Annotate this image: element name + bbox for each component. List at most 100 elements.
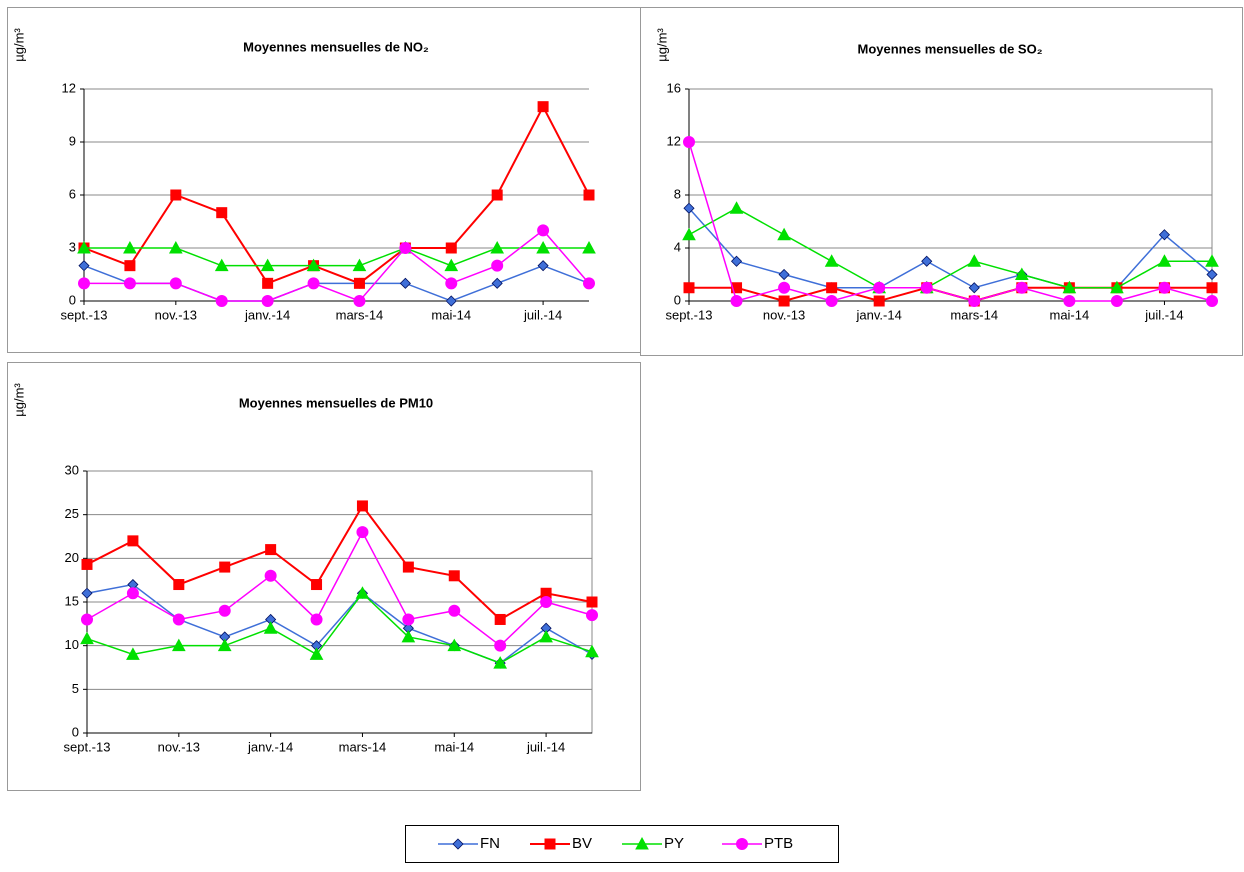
series-line: [86, 592, 593, 664]
y-tick-label: 8: [674, 186, 681, 201]
marker: [1014, 267, 1029, 280]
marker: [873, 281, 886, 294]
x-tick-label: nov.-13: [158, 739, 200, 754]
series-line: [688, 141, 1213, 302]
marker: [682, 227, 696, 241]
marker: [1062, 280, 1077, 294]
marker: [1206, 282, 1218, 294]
marker: [311, 579, 323, 591]
marker: [80, 631, 94, 645]
marker: [123, 240, 137, 254]
marker: [402, 613, 415, 626]
marker: [540, 596, 553, 608]
panel-frame: [7, 362, 641, 791]
x-tick-label: mars-14: [339, 739, 387, 754]
marker: [583, 189, 595, 201]
marker: [307, 277, 320, 290]
marker: [539, 629, 553, 643]
y-tick-label: 20: [65, 550, 79, 565]
marker: [729, 201, 744, 214]
marker: [261, 295, 274, 307]
marker: [1158, 229, 1171, 241]
marker: [1015, 281, 1028, 294]
chart-title: Moyennes mensuelles de NO₂: [243, 39, 429, 54]
y-tick-label: 30: [65, 462, 79, 477]
series-line: [83, 104, 590, 285]
marker: [78, 277, 90, 290]
marker: [172, 613, 185, 626]
marker: [1206, 295, 1218, 307]
marker: [356, 526, 369, 539]
marker: [218, 604, 231, 617]
marker: [536, 240, 550, 254]
marker: [491, 259, 504, 272]
marker: [491, 277, 503, 289]
marker: [402, 561, 414, 573]
x-tick-label: sept.-13: [64, 739, 111, 754]
y-tick-label: 3: [69, 239, 76, 254]
marker: [126, 647, 140, 660]
y-tick-label: 9: [69, 133, 76, 148]
marker: [215, 295, 228, 307]
marker: [777, 227, 791, 241]
marker: [778, 295, 790, 307]
marker: [778, 281, 791, 294]
series-line: [84, 247, 589, 267]
x-tick-label: juil.-14: [526, 739, 565, 754]
x-tick-label: janv.-14: [856, 307, 902, 322]
marker: [494, 613, 506, 625]
marker: [778, 268, 790, 281]
marker: [124, 260, 136, 272]
y-tick-label: 12: [667, 133, 681, 148]
chart-title: Moyennes mensuelles de PM10: [239, 395, 433, 410]
marker: [683, 202, 695, 214]
marker: [444, 258, 459, 272]
x-tick-label: janv.-14: [244, 307, 290, 322]
x-tick-label: mai-14: [434, 739, 474, 754]
marker: [263, 621, 278, 634]
marker: [537, 260, 549, 272]
marker: [217, 638, 232, 652]
marker: [170, 189, 182, 201]
marker: [399, 277, 411, 289]
marker: [582, 240, 596, 254]
legend-marker: [452, 838, 464, 850]
x-tick-label: mars-14: [336, 307, 384, 322]
marker: [445, 295, 457, 307]
marker: [169, 277, 182, 290]
marker: [352, 258, 367, 272]
marker: [310, 613, 323, 626]
marker: [490, 240, 505, 254]
y-axis-label: µg/m³: [11, 28, 26, 62]
marker: [448, 604, 461, 617]
marker: [1157, 254, 1172, 267]
marker: [81, 613, 93, 626]
marker: [399, 242, 412, 254]
marker: [968, 282, 980, 294]
y-tick-label: 12: [62, 80, 76, 95]
marker: [586, 596, 598, 608]
marker: [264, 569, 277, 582]
marker: [1063, 295, 1076, 307]
y-tick-label: 4: [674, 239, 681, 254]
y-axis-label: µg/m³: [654, 28, 669, 62]
marker: [77, 240, 91, 254]
y-tick-label: 16: [667, 80, 681, 95]
marker: [355, 586, 370, 599]
marker: [824, 254, 839, 267]
marker: [1205, 254, 1219, 267]
y-tick-label: 6: [69, 186, 76, 201]
marker: [356, 500, 368, 512]
marker: [1110, 295, 1123, 307]
marker: [731, 282, 743, 294]
legend-label: PTB: [764, 835, 793, 852]
x-tick-label: nov.-13: [763, 307, 805, 322]
y-tick-label: 10: [65, 637, 79, 652]
marker: [171, 638, 186, 652]
marker: [968, 295, 981, 307]
legend-label: PY: [664, 835, 684, 852]
marker: [967, 254, 982, 267]
marker: [214, 258, 229, 272]
marker: [309, 647, 324, 660]
